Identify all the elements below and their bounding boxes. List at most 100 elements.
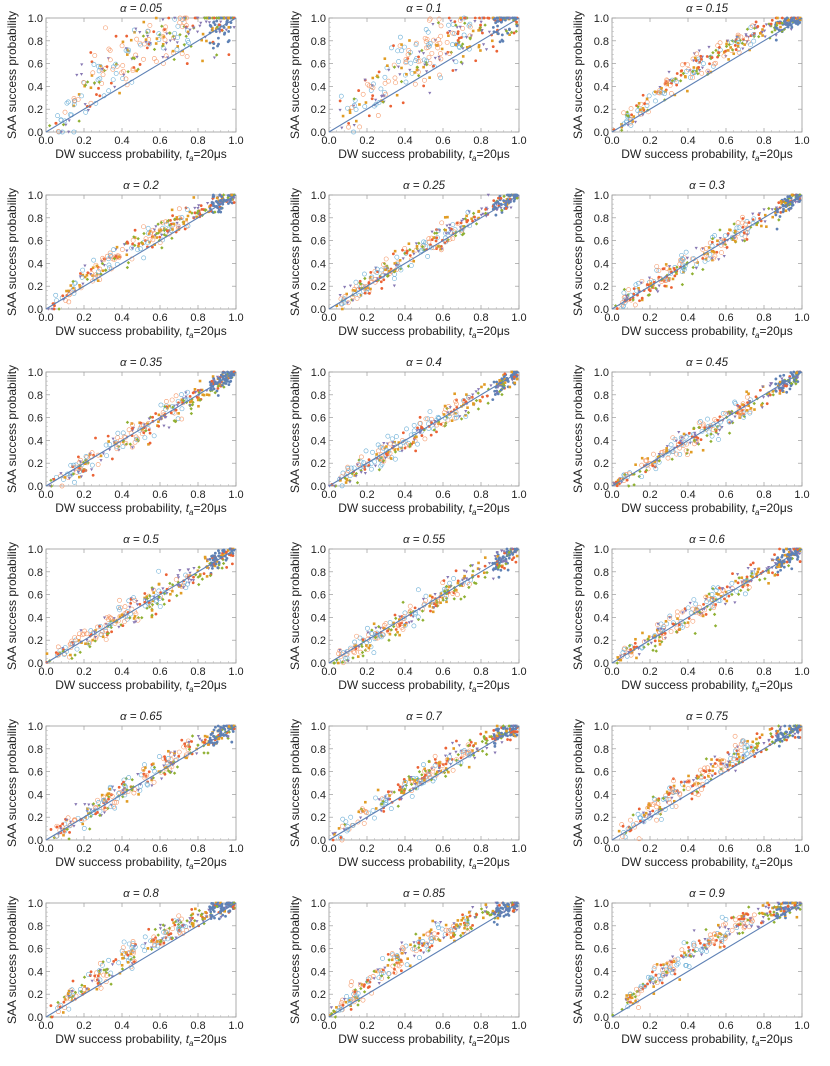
scatter-point: [199, 22, 202, 25]
scatter-point: [89, 51, 92, 54]
scatter-point: [185, 35, 188, 38]
scatter-point: [365, 626, 369, 630]
x-tick-label: 0.4: [114, 135, 129, 147]
scatter-point: [726, 246, 729, 249]
scatter-point: [162, 425, 165, 428]
scatter-point: [126, 421, 129, 424]
scatter-point: [218, 23, 221, 26]
scatter-point: [691, 266, 694, 269]
scatter-point: [83, 265, 86, 268]
scatter-point: [713, 613, 716, 616]
scatter-point: [354, 634, 358, 638]
scatter-point: [702, 449, 705, 452]
scatter-point: [746, 238, 749, 241]
scatter-point: [646, 98, 649, 101]
scatter-point: [392, 276, 396, 280]
scatter-point: [385, 445, 388, 448]
x-tick-label: 0.2: [359, 489, 374, 501]
scatter-point: [419, 416, 422, 419]
scatter-point: [695, 267, 698, 270]
scatter-point: [488, 562, 491, 565]
scatter-point: [477, 562, 480, 565]
scatter-point: [786, 22, 789, 25]
y-tick-label: 0.4: [28, 258, 43, 270]
scatter-point: [172, 411, 176, 415]
scatter-point: [121, 431, 125, 435]
scatter-point: [774, 383, 777, 386]
y-axis-label: SAA success probability: [5, 365, 19, 493]
scatter-point: [77, 455, 80, 458]
scatter-point: [779, 381, 782, 384]
x-tick-label: 0.4: [680, 666, 695, 678]
scatter-point: [485, 48, 488, 51]
scatter-point: [223, 26, 226, 29]
scatter-point: [664, 632, 667, 635]
scatter-point: [92, 258, 96, 262]
y-tick-label: 0.6: [28, 236, 43, 248]
scatter-point: [155, 613, 158, 616]
scatter-point: [386, 64, 389, 67]
panel-title: α = 0.35: [120, 357, 163, 369]
scatter-point: [405, 73, 408, 76]
scatter-point: [492, 26, 495, 29]
scatter-point: [342, 115, 345, 118]
scatter-point: [188, 572, 191, 575]
scatter-point: [386, 434, 390, 438]
scatter-point: [728, 431, 731, 434]
scatter-point: [337, 662, 340, 665]
scatter-point: [428, 76, 431, 79]
scatter-point: [46, 652, 49, 655]
scatter-point: [103, 26, 107, 30]
scatter-point: [746, 409, 749, 412]
scatter-point: [700, 58, 703, 61]
scatter-point: [222, 371, 225, 374]
scatter-point: [796, 558, 799, 561]
scatter-point: [675, 610, 679, 614]
scatter-point: [55, 114, 59, 118]
scatter-point: [473, 216, 476, 219]
scatter-point: [483, 383, 486, 386]
scatter-point: [121, 63, 125, 67]
scatter-point: [142, 34, 145, 37]
scatter-point: [777, 571, 780, 574]
scatter-point: [691, 272, 694, 275]
scatter-point: [737, 576, 740, 579]
scatter-point: [205, 21, 208, 24]
x-tick-label: 0.4: [114, 843, 129, 855]
scatter-point: [648, 277, 651, 280]
scatter-point: [457, 30, 460, 33]
scatter-point: [397, 66, 400, 69]
scatter-point: [225, 559, 228, 562]
scatter-point: [756, 25, 759, 28]
scatter-point: [434, 57, 437, 60]
scatter-point: [477, 407, 480, 410]
scatter-point: [440, 423, 443, 426]
scatter-point: [475, 222, 478, 225]
scatter-point: [736, 573, 739, 576]
scatter-point: [368, 458, 371, 461]
scatter-point: [227, 17, 230, 20]
scatter-point: [659, 643, 662, 646]
scatter-point: [142, 21, 145, 24]
scatter-point: [743, 43, 746, 46]
scatter-points: [49, 371, 236, 488]
x-tick-label: 1.0: [228, 135, 243, 147]
scatter-point: [73, 635, 77, 639]
scatter-point: [396, 631, 399, 634]
scatter-point: [718, 51, 721, 54]
scatter-point: [189, 407, 192, 410]
scatter-point: [384, 257, 388, 261]
scatter-point: [413, 71, 416, 74]
scatter-point: [765, 225, 768, 228]
x-axis-label: DW success probability, ta=20μs: [338, 678, 510, 694]
scatter-point: [782, 210, 785, 213]
scatter-point: [474, 17, 477, 20]
scatter-point: [189, 401, 192, 404]
scatter-point: [404, 447, 407, 450]
scatter-point: [398, 35, 402, 39]
scatter-point: [192, 581, 195, 584]
scatter-point: [143, 592, 146, 595]
